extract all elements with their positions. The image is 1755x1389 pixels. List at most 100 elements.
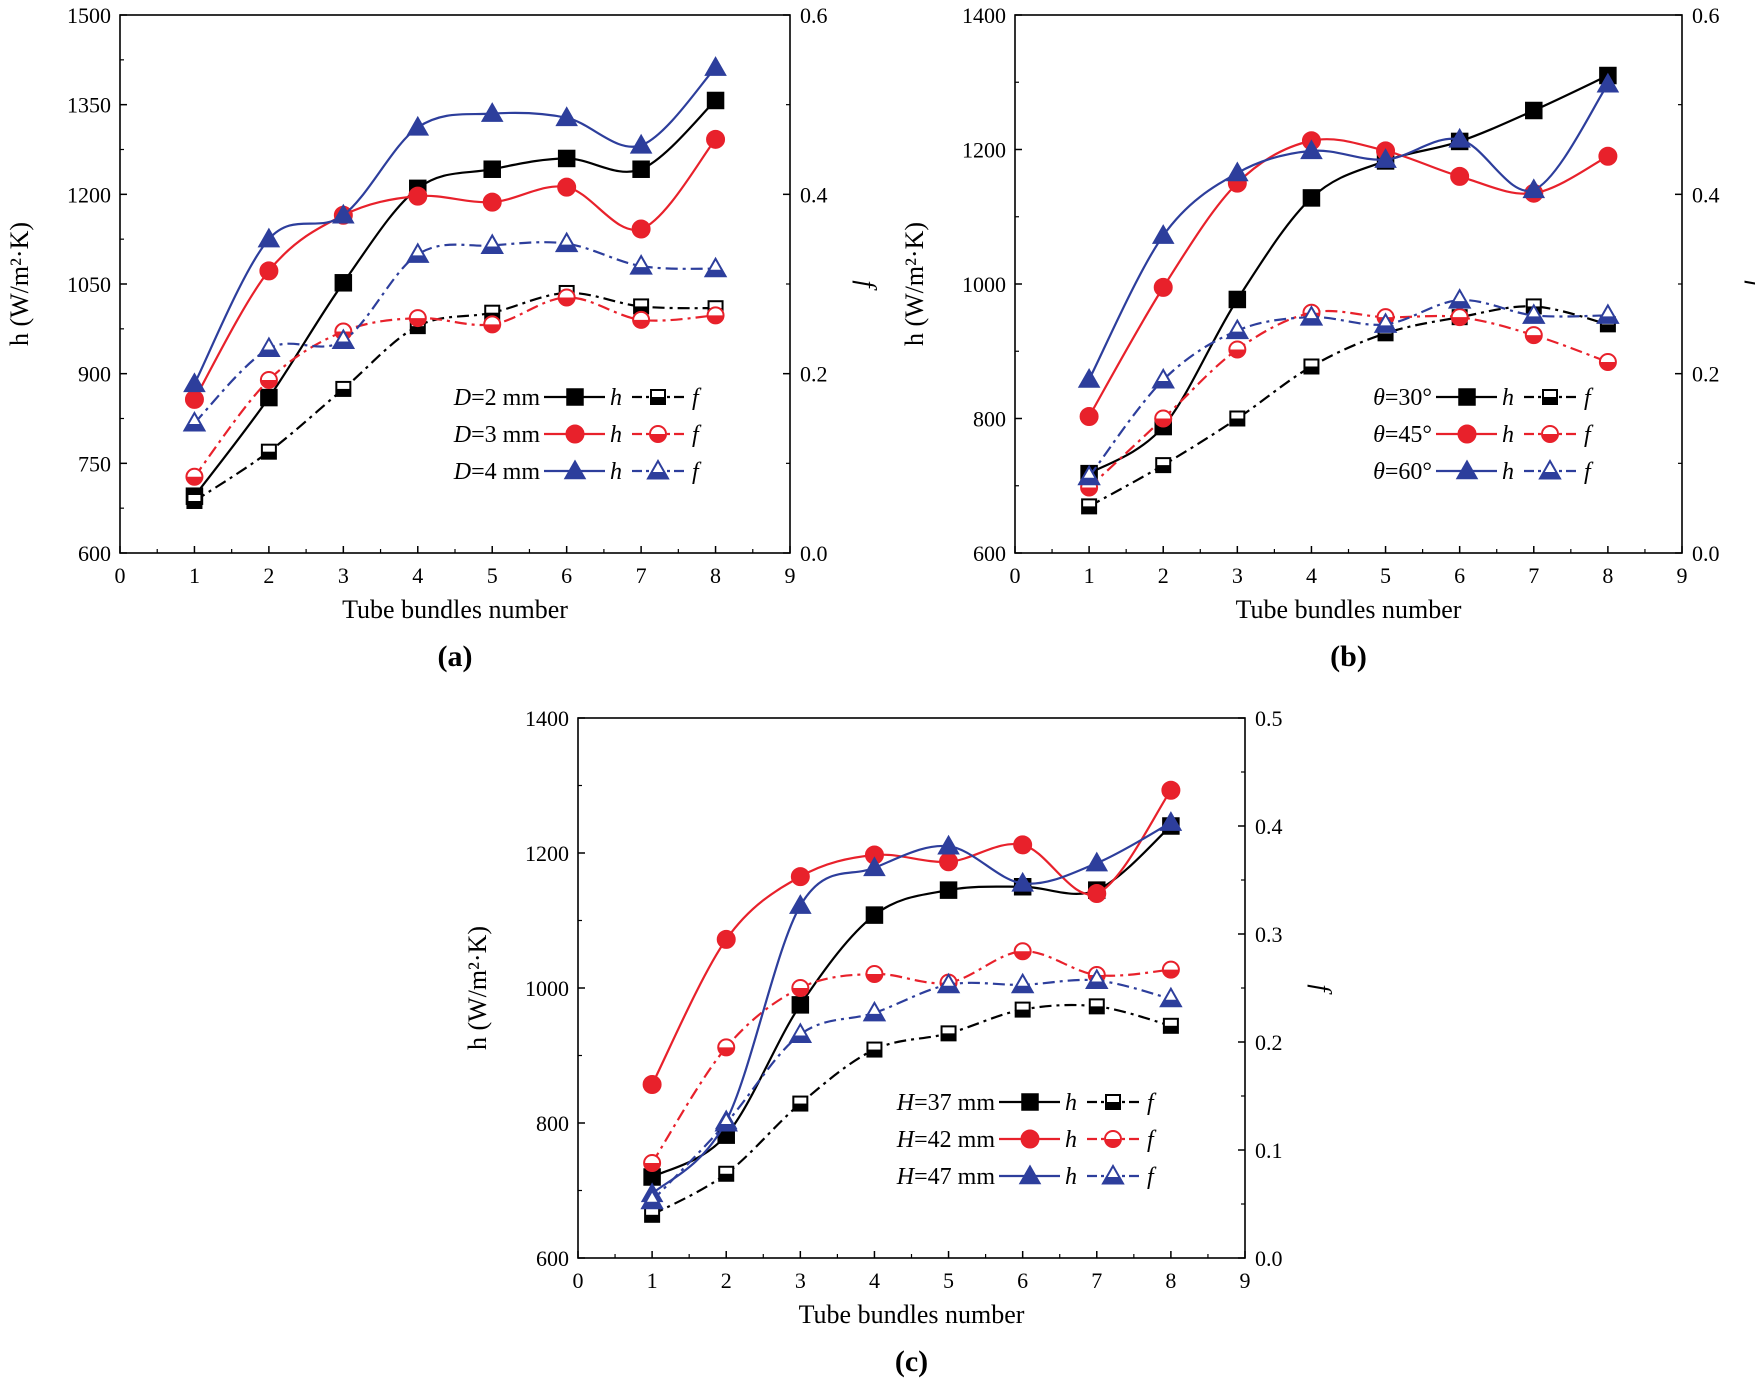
x-tick-label-a-9: 9 [785,563,796,588]
marker-f-c-2-3 [862,1000,887,1022]
marker-f-a-2-2 [331,328,356,349]
marker-f-b-1-7-half [1599,362,1616,371]
marker-h-c-2-5 [1011,871,1034,892]
legend-label-a-1: D=3 mm [453,422,541,448]
x-tick-label-c-9: 9 [1240,1268,1251,1293]
marker-f-a-1-5 [557,288,576,307]
marker-f-c-2-6 [1085,968,1109,989]
y-right-tick-label-b-1: 0.2 [1692,362,1720,387]
y-right-tick-label-c-4: 0.4 [1255,814,1283,839]
y-left-tick-label-b-3: 1200 [962,138,1006,163]
x-tick-label-b-2: 2 [1158,563,1169,588]
legend-h-text-b-1: h [1502,422,1514,448]
marker-f-a-2-7-half [705,269,726,277]
y-right-axis-title-a: f [852,280,881,291]
marker-h-b-2-4 [1374,148,1397,168]
y-right-tick-label-c-0: 0.0 [1255,1246,1283,1271]
x-tick-label-a-1: 1 [189,563,200,588]
marker-f-b-2-5-half [1449,301,1470,308]
legend-f-text-b-2: f [1584,459,1594,485]
marker-f-a-2-5 [554,231,579,253]
y-right-tick-label-a-2: 0.4 [800,182,828,207]
legend-f-marker-b-0-half [1543,397,1557,404]
legend-value-b-0: =30° [1385,385,1432,411]
legend-c: H=37 mm h fH=42 mm h fH=47 mm h f [896,1090,1157,1190]
marker-h-a-2-6 [629,133,653,154]
x-tick-label-a-6: 6 [561,563,572,588]
legend-f-marker-c-2 [1101,1163,1125,1185]
marker-f-c-2-4-half [938,985,959,993]
marker-f-b-1-1-half [1155,418,1172,427]
marker-f-c-1-0 [643,1153,662,1172]
legend-f-marker-b-2 [1538,458,1562,480]
marker-h-a-0-1 [260,388,278,407]
marker-f-b-2-6 [1522,303,1546,324]
marker-f-c-2-4 [936,972,961,994]
legend-h-text-b-2: h [1502,459,1514,485]
marker-f-a-1-1 [259,370,278,389]
x-tick-label-a-5: 5 [487,563,498,588]
marker-h-a-2-4 [480,102,504,122]
y-left-tick-label-a-5: 1350 [67,93,111,118]
marker-f-c-0-3 [866,1041,883,1058]
y-right-tick-label-a-1: 0.2 [800,362,828,387]
y-left-tick-label-c-1: 800 [536,1111,569,1136]
legend-f-marker-b-1 [1541,425,1559,443]
legend-f-text-a-2: f [692,459,702,485]
series-a-2 [182,56,728,432]
marker-h-b-2-1 [1151,224,1175,244]
marker-f-a-2-0 [182,410,207,432]
series-line-f-b-0 [1088,305,1609,508]
legend-f-marker-a-2-half [648,472,668,479]
marker-h-b-2-5 [1448,127,1471,148]
x-axis-title-b: Tube bundles number [1236,595,1462,624]
panel-label-b: (b) [1330,640,1367,673]
legend-h-text-b-0: h [1502,385,1514,411]
y-left-tick-label-c-2: 1000 [525,976,569,1001]
marker-f-b-2-3-half [1301,318,1322,325]
series-c-0 [643,817,1180,1223]
marker-f-b-0-1 [1155,457,1172,474]
marker-f-c-0-7 [1162,1017,1179,1034]
marker-f-c-0-5-half [1015,1009,1030,1017]
marker-h-c-1-4 [939,852,959,872]
marker-f-b-2-0 [1077,464,1101,486]
legend-value-b-1: =45° [1385,422,1432,448]
x-tick-label-a-0: 0 [115,563,126,588]
y-left-tick-label-a-6: 1500 [67,3,111,28]
marker-f-a-1-0-half [186,476,203,485]
marker-f-c-0-2-half [793,1103,808,1111]
x-tick-label-c-7: 7 [1091,1268,1102,1293]
marker-h-a-2-2 [332,203,355,224]
marker-f-c-0-0 [644,1206,661,1223]
marker-f-a-2-2-half [333,341,354,348]
legend-f-text-c-1: f [1147,1127,1157,1153]
legend-label-c-2: H=47 mm [896,1164,996,1190]
marker-f-a-0-1 [260,443,277,460]
marker-h-c-0-4 [939,881,958,899]
y-right-tick-label-b-0: 0.0 [1692,541,1720,566]
marker-f-c-1-2-half [792,988,809,996]
marker-h-b-1-5 [1450,166,1470,186]
marker-h-a-1-4 [482,192,502,212]
x-axis-title-c: Tube bundles number [799,1300,1025,1329]
marker-f-b-2-4 [1373,312,1398,333]
legend-f-text-a-0: f [692,385,702,411]
marker-f-a-2-0-half [184,423,205,431]
panel-label-a: (a) [438,640,473,673]
y-left-tick-label-b-1: 800 [973,407,1006,432]
x-tick-label-b-5: 5 [1380,563,1391,588]
marker-h-c-1-5 [1013,835,1033,855]
legend-h-text-c-2: h [1065,1164,1077,1190]
marker-f-a-2-3 [406,242,430,263]
x-tick-label-c-8: 8 [1165,1268,1176,1293]
marker-f-c-2-3-half [864,1013,885,1021]
legend-h-marker-b-0 [1458,388,1476,406]
marker-f-b-1-6 [1524,326,1543,345]
marker-h-b-1-1 [1153,277,1173,297]
y-right-axis-title-b: f [1744,280,1755,291]
marker-f-a-0-0 [186,492,203,509]
y-left-tick-label-a-4: 1200 [67,182,111,207]
legend-f-marker-a-1-half [650,434,666,442]
legend-f-marker-c-1-half [1105,1139,1121,1147]
